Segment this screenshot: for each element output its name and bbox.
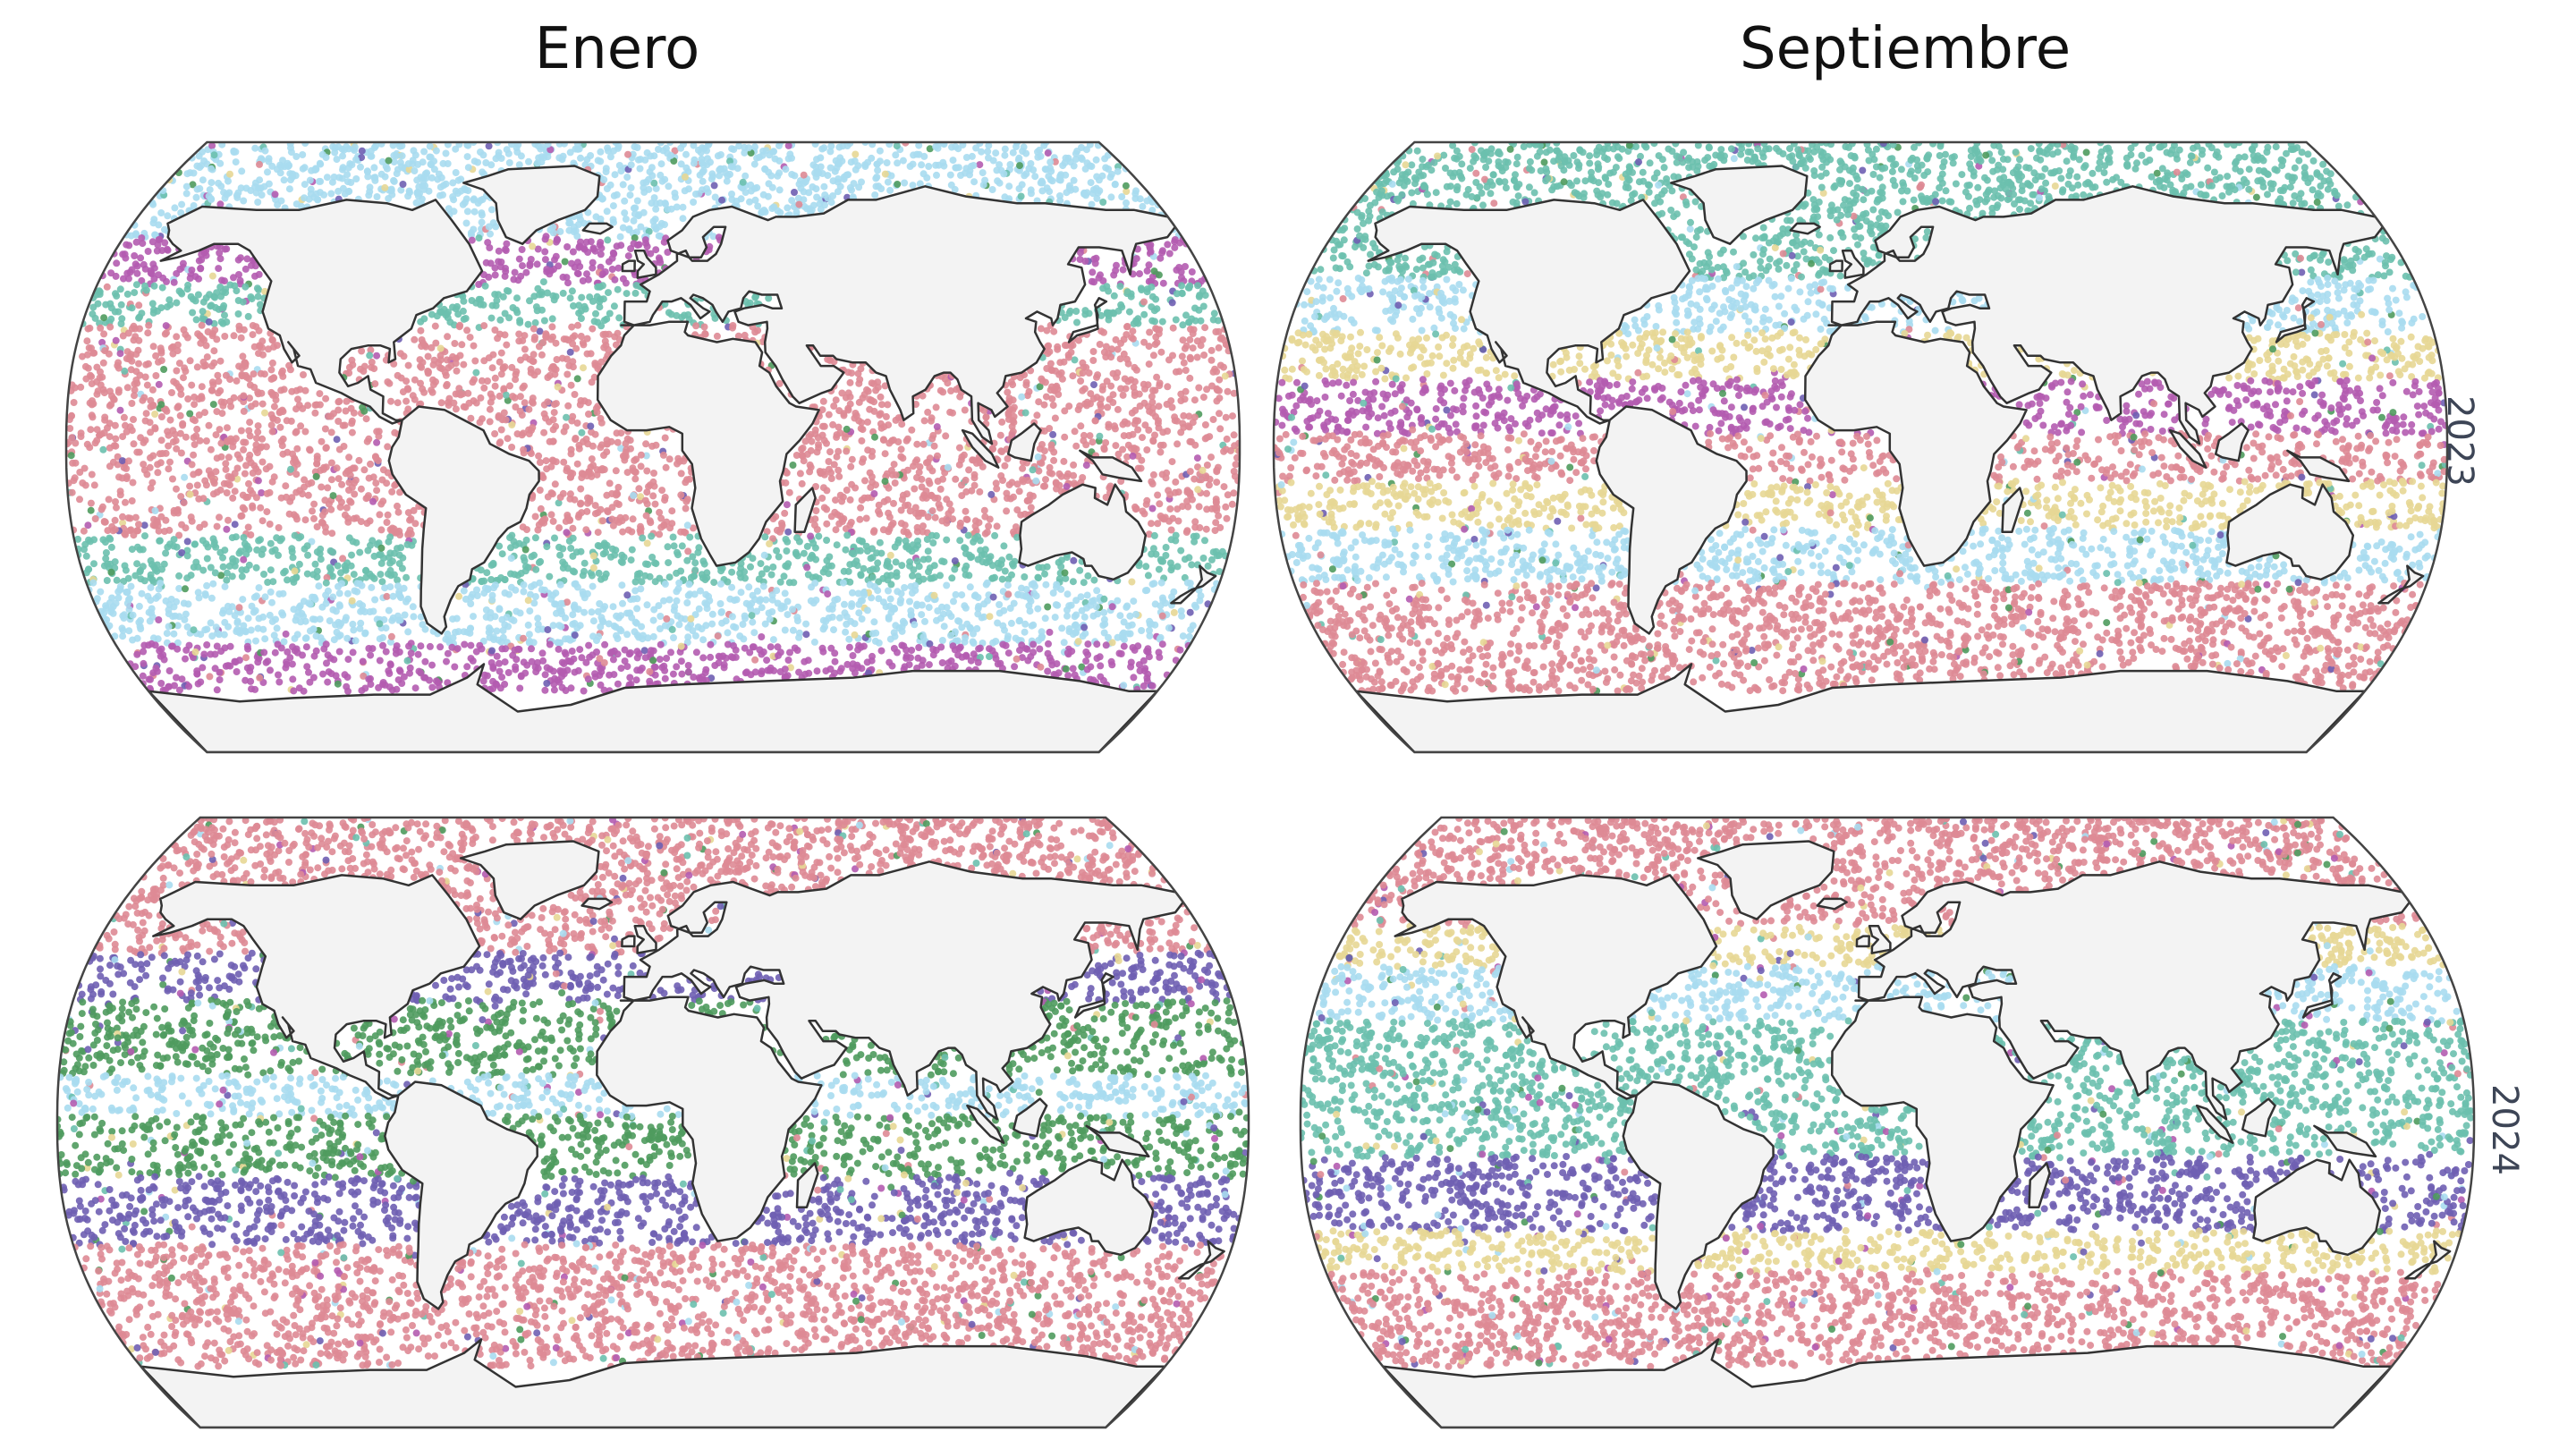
world-map: [1297, 814, 2478, 1431]
map-panel-septiembre-2023: [1270, 139, 2451, 756]
land-iceland: [582, 899, 612, 909]
world-map: [54, 814, 1252, 1431]
row-label-2024: 2024: [2484, 1067, 2525, 1192]
land-ireland: [1830, 261, 1843, 271]
map-panel-enero-2024: [54, 814, 1252, 1431]
column-title-enero: Enero: [304, 16, 930, 82]
band-pink-dots: [1271, 430, 2449, 485]
land-britain: [1869, 926, 1890, 953]
column-title-septiembre: Septiembre: [1592, 16, 2218, 82]
land-iceland: [1791, 224, 1820, 233]
map-panel-septiembre-2024: [1297, 814, 2478, 1431]
land-ireland: [1857, 936, 1869, 946]
land-ireland: [622, 936, 634, 946]
band-yellow-dots: [1313, 1227, 2462, 1275]
band-pink-dots: [72, 1241, 1224, 1370]
world-map: [63, 139, 1243, 756]
land-ireland: [623, 261, 635, 271]
land-britain: [1843, 250, 1863, 277]
land-iceland: [583, 224, 613, 233]
map-panel-enero-2023: [63, 139, 1243, 756]
world-map: [1270, 139, 2451, 756]
band-lightblue-dots: [86, 580, 1221, 648]
